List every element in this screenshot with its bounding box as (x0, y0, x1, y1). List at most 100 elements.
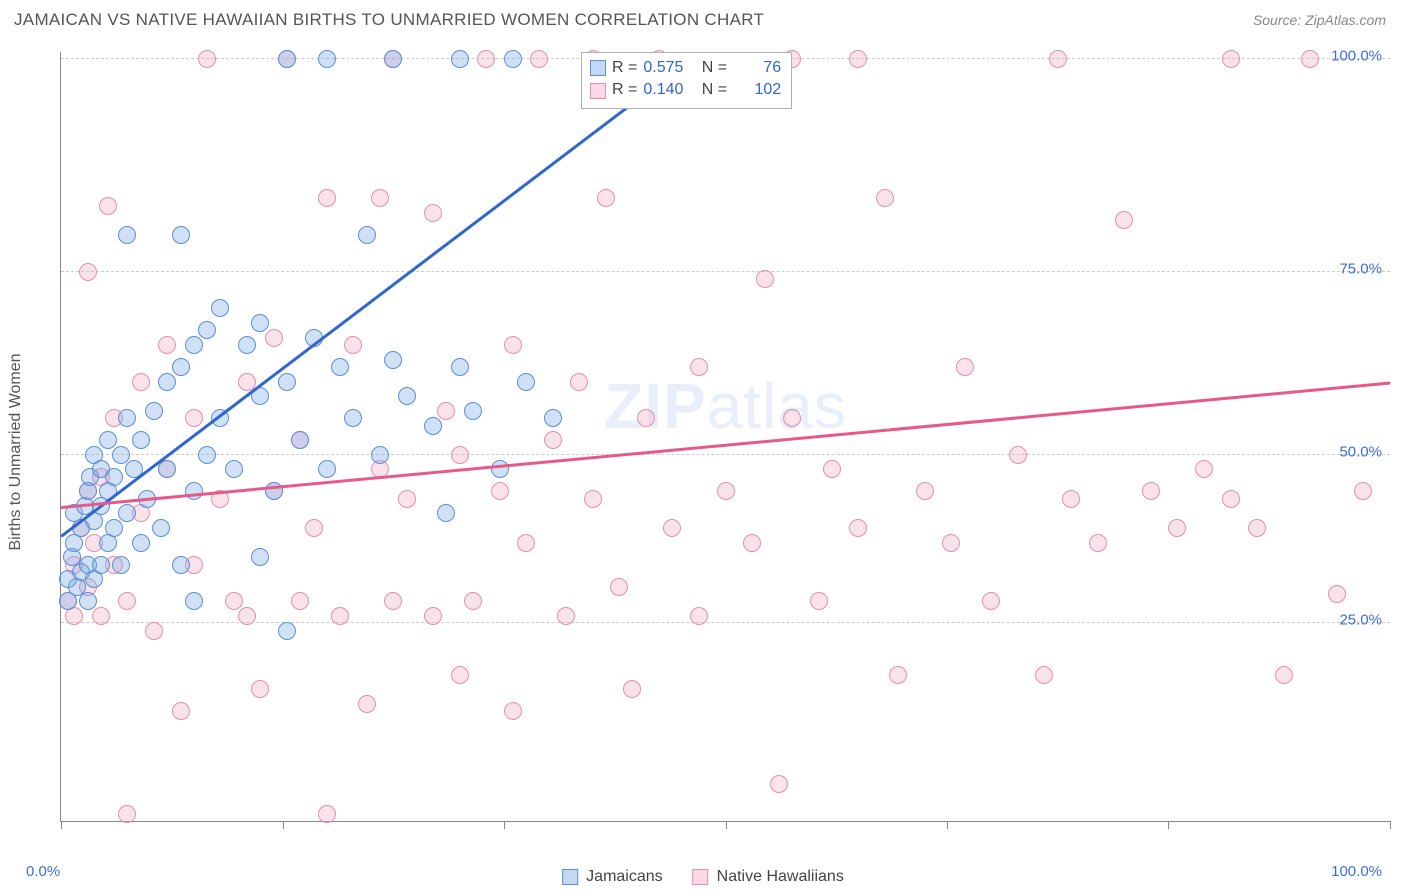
x-tick (61, 821, 62, 829)
scatter-point (956, 358, 974, 376)
scatter-point (305, 519, 323, 537)
scatter-point (112, 446, 130, 464)
scatter-point (105, 519, 123, 537)
x-axis-min-label: 0.0% (26, 863, 60, 880)
scatter-point (384, 351, 402, 369)
y-tick-label: 75.0% (1339, 260, 1382, 277)
scatter-point (424, 417, 442, 435)
scatter-point (265, 329, 283, 347)
scatter-point (251, 548, 269, 566)
scatter-point (942, 534, 960, 552)
scatter-point (132, 431, 150, 449)
scatter-point (717, 482, 735, 500)
scatter-point (118, 805, 136, 823)
scatter-point (238, 336, 256, 354)
scatter-point (451, 446, 469, 464)
scatter-point (437, 504, 455, 522)
scatter-point (344, 336, 362, 354)
scatter-point (491, 482, 509, 500)
scatter-point (517, 373, 535, 391)
stat-r-value: 0.575 (643, 57, 691, 79)
scatter-point (384, 592, 402, 610)
scatter-point (1301, 50, 1319, 68)
scatter-point (424, 204, 442, 222)
chart-header: JAMAICAN VS NATIVE HAWAIIAN BIRTHS TO UN… (0, 0, 1406, 36)
scatter-point (690, 607, 708, 625)
scatter-point (756, 270, 774, 288)
scatter-point (637, 409, 655, 427)
swatch-icon (693, 869, 709, 885)
scatter-point (770, 775, 788, 793)
scatter-point (198, 50, 216, 68)
scatter-point (1248, 519, 1266, 537)
stat-n-label: N = (697, 79, 727, 101)
scatter-point (291, 431, 309, 449)
source-credit: Source: ZipAtlas.com (1253, 12, 1386, 28)
scatter-point (118, 504, 136, 522)
stats-row: R =0.575 N =76 (590, 57, 781, 79)
legend-item-native-hawaiians: Native Hawaliians (693, 868, 844, 886)
scatter-point (1168, 519, 1186, 537)
watermark: ZIPatlas (604, 369, 847, 443)
scatter-point (99, 197, 117, 215)
scatter-point (398, 490, 416, 508)
y-tick-label: 100.0% (1331, 48, 1382, 65)
scatter-point (172, 556, 190, 574)
scatter-point (112, 556, 130, 574)
scatter-point (451, 666, 469, 684)
source-label: Source: (1253, 12, 1301, 28)
scatter-point (849, 50, 867, 68)
swatch-icon (562, 869, 578, 885)
scatter-point (597, 189, 615, 207)
scatter-point (876, 189, 894, 207)
scatter-point (849, 519, 867, 537)
scatter-point (451, 50, 469, 68)
scatter-point (544, 431, 562, 449)
scatter-point (530, 50, 548, 68)
scatter-point (198, 321, 216, 339)
stat-n-value: 76 (733, 57, 781, 79)
chart-area: Births to Unmarried Women ZIPatlas 25.0%… (26, 52, 1390, 852)
scatter-point (690, 358, 708, 376)
scatter-point (225, 460, 243, 478)
scatter-point (398, 387, 416, 405)
scatter-point (504, 336, 522, 354)
scatter-point (823, 460, 841, 478)
scatter-point (491, 460, 509, 478)
scatter-point (278, 622, 296, 640)
scatter-point (1009, 446, 1027, 464)
x-axis-max-label: 100.0% (1331, 863, 1382, 880)
scatter-point (158, 460, 176, 478)
scatter-point (1035, 666, 1053, 684)
x-tick (1168, 821, 1169, 829)
scatter-point (118, 409, 136, 427)
scatter-point (1222, 50, 1240, 68)
scatter-point (185, 482, 203, 500)
swatch-icon (590, 83, 606, 99)
scatter-point (504, 50, 522, 68)
scatter-point (464, 592, 482, 610)
scatter-point (92, 556, 110, 574)
scatter-point (211, 299, 229, 317)
stats-box: R =0.575 N =76R =0.140 N =102 (581, 52, 792, 109)
scatter-point (610, 578, 628, 596)
scatter-point (371, 189, 389, 207)
scatter-point (1354, 482, 1372, 500)
x-tick (726, 821, 727, 829)
scatter-point (783, 409, 801, 427)
scatter-point (623, 680, 641, 698)
scatter-point (584, 490, 602, 508)
scatter-point (158, 373, 176, 391)
scatter-point (132, 373, 150, 391)
scatter-point (331, 358, 349, 376)
stat-n-value: 102 (733, 79, 781, 101)
scatter-point (504, 702, 522, 720)
scatter-point (185, 336, 203, 354)
scatter-point (358, 695, 376, 713)
swatch-icon (590, 60, 606, 76)
scatter-point (79, 263, 97, 281)
scatter-point (238, 607, 256, 625)
scatter-point (158, 336, 176, 354)
scatter-point (278, 373, 296, 391)
legend-label: Native Hawaliians (717, 868, 844, 886)
